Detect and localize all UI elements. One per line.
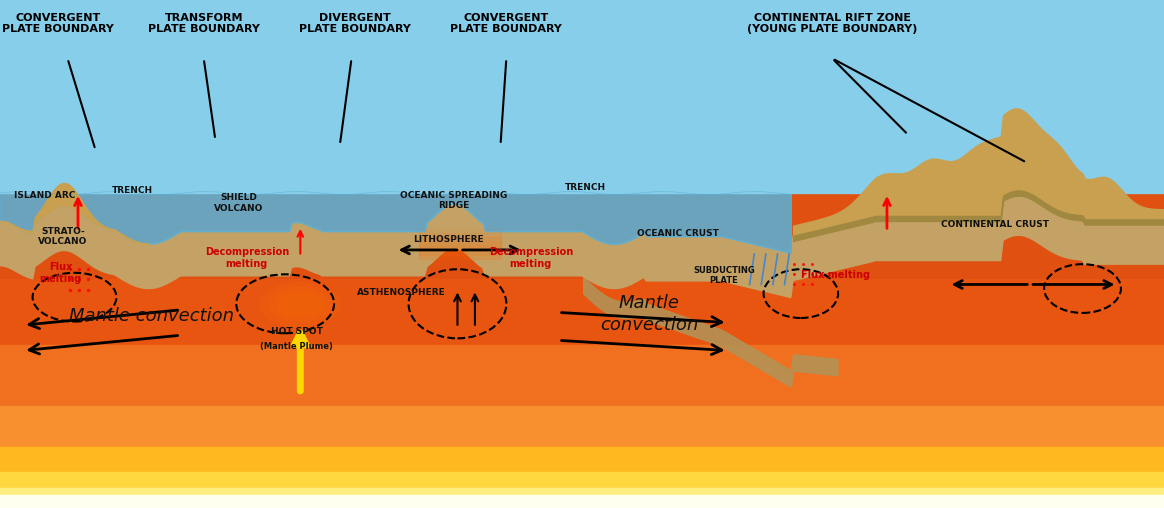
Text: TRENCH: TRENCH: [112, 186, 154, 195]
Text: CONVERGENT
PLATE BOUNDARY: CONVERGENT PLATE BOUNDARY: [2, 13, 114, 35]
Text: ISLAND ARC: ISLAND ARC: [14, 191, 74, 200]
Text: CONTINENTAL CRUST: CONTINENTAL CRUST: [942, 220, 1049, 229]
Text: ASTHENOSPHERE: ASTHENOSPHERE: [357, 288, 446, 297]
Text: SHIELD
VOLCANO: SHIELD VOLCANO: [214, 194, 263, 213]
Text: STRATO-
VOLCANO: STRATO- VOLCANO: [38, 227, 87, 246]
Text: (Mantle Plume): (Mantle Plume): [261, 342, 333, 351]
Ellipse shape: [260, 281, 341, 328]
Text: Decompression
melting: Decompression melting: [205, 247, 289, 269]
Text: TRANSFORM
PLATE BOUNDARY: TRANSFORM PLATE BOUNDARY: [148, 13, 260, 35]
Ellipse shape: [277, 292, 324, 318]
Text: TRENCH: TRENCH: [565, 183, 606, 193]
Text: DIVERGENT
PLATE BOUNDARY: DIVERGENT PLATE BOUNDARY: [299, 13, 411, 35]
Text: Flux
melting: Flux melting: [40, 262, 81, 283]
Text: LITHOSPHERE: LITHOSPHERE: [413, 235, 483, 244]
Text: CONVERGENT
PLATE BOUNDARY: CONVERGENT PLATE BOUNDARY: [450, 13, 562, 35]
Ellipse shape: [268, 287, 333, 323]
Text: OCEANIC CRUST: OCEANIC CRUST: [637, 229, 718, 238]
Text: HOT SPOT: HOT SPOT: [271, 327, 322, 336]
Text: SUBDUCTING
PLATE: SUBDUCTING PLATE: [693, 266, 755, 285]
Text: OCEANIC SPREADING
RIDGE: OCEANIC SPREADING RIDGE: [400, 191, 508, 210]
Text: CONTINENTAL RIFT ZONE
(YOUNG PLATE BOUNDARY): CONTINENTAL RIFT ZONE (YOUNG PLATE BOUND…: [747, 13, 917, 35]
Text: Mantle
convection: Mantle convection: [601, 294, 698, 334]
Text: Mantle convection: Mantle convection: [69, 307, 234, 325]
Text: Decompression
melting: Decompression melting: [489, 247, 573, 269]
Text: Flux melting: Flux melting: [801, 270, 871, 280]
